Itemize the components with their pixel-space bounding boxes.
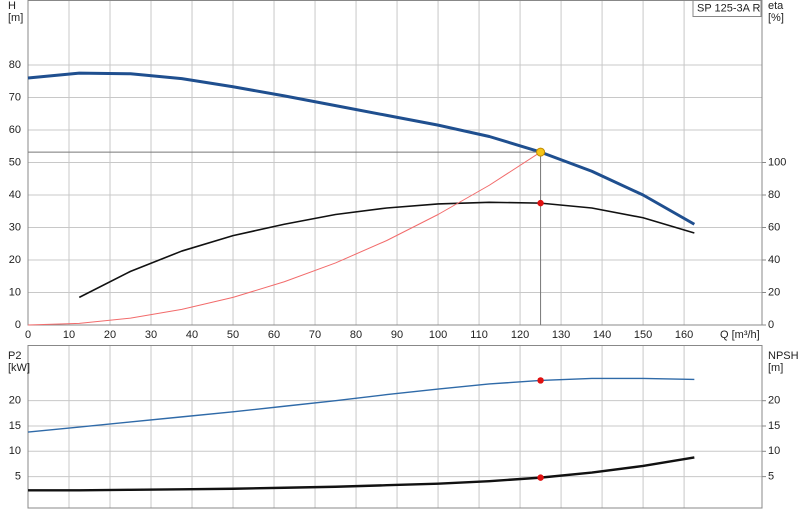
y-tick-label: 10 (9, 445, 21, 457)
y-tick-label: 10 (9, 286, 21, 298)
x-tick-label: 80 (350, 329, 362, 341)
plot-area (28, 345, 762, 508)
duty-point (536, 147, 546, 157)
series-line (27, 71, 696, 226)
x-tick-label: 20 (104, 329, 116, 341)
x-tick-label: 70 (309, 329, 321, 341)
plot-frame (27, 0, 763, 326)
y-tick-label: 70 (9, 91, 21, 103)
y-tick-label: 40 (9, 189, 21, 201)
y-tick-label: 15 (9, 420, 21, 432)
y2-tick-label: 80 (768, 189, 780, 201)
x-axis-label: Q [m³/h] (720, 329, 760, 341)
legend-box (692, 0, 762, 17)
x-tick-label: 130 (552, 329, 570, 341)
x-tick-label: 0 (25, 329, 31, 341)
duty-point (537, 199, 544, 207)
y2-tick-label: 0 (768, 319, 774, 331)
y2-axis-unit: [%] (768, 12, 784, 24)
y-tick-label: 80 (9, 59, 21, 71)
x-tick-label: 100 (429, 329, 447, 341)
x-tick-label: 30 (145, 329, 157, 341)
y-axis-unit: [m] (8, 12, 23, 24)
y-tick-label: 20 (9, 254, 21, 266)
y-tick-label: 0 (15, 319, 21, 331)
duty-point (537, 474, 544, 481)
y2-tick-label: 60 (768, 221, 780, 233)
series-line (78, 201, 695, 299)
y-tick-label: 50 (9, 156, 21, 168)
x-tick-label: 60 (268, 329, 280, 341)
y2-tick-label: 5 (768, 471, 774, 483)
y-axis-label: H (8, 0, 16, 12)
y-axis-unit: [kW] (8, 362, 30, 374)
duty-point (537, 377, 544, 384)
y-tick-label: 60 (9, 124, 21, 136)
y2-axis-label: NPSH (768, 350, 799, 362)
x-tick-label: 50 (227, 329, 239, 341)
x-tick-label: 120 (511, 329, 529, 341)
x-tick-label: 160 (675, 329, 693, 341)
y-tick-label: 30 (9, 221, 21, 233)
series-line (28, 456, 695, 492)
y2-tick-label: 20 (768, 395, 780, 407)
x-tick-label: 40 (186, 329, 198, 341)
x-tick-label: 10 (63, 329, 75, 341)
x-tick-label: 140 (593, 329, 611, 341)
y2-tick-label: 15 (768, 420, 780, 432)
x-tick-label: 150 (634, 329, 652, 341)
y-tick-label: 20 (9, 395, 21, 407)
y2-axis-unit: [m] (768, 362, 783, 374)
y2-tick-label: 100 (768, 156, 786, 168)
legend-label: SP 125-3A R (697, 2, 760, 14)
series-line (27, 151, 541, 326)
y-tick-label: 5 (15, 471, 21, 483)
y-axis-label: P2 (8, 350, 21, 362)
y2-tick-label: 20 (768, 286, 780, 298)
series-line (27, 377, 695, 433)
y2-tick-label: 40 (768, 254, 780, 266)
x-tick-label: 110 (470, 329, 488, 341)
y2-tick-label: 10 (768, 445, 780, 457)
x-tick-label: 90 (391, 329, 403, 341)
plot-frame (27, 345, 763, 509)
y2-axis-label: eta (768, 0, 784, 12)
